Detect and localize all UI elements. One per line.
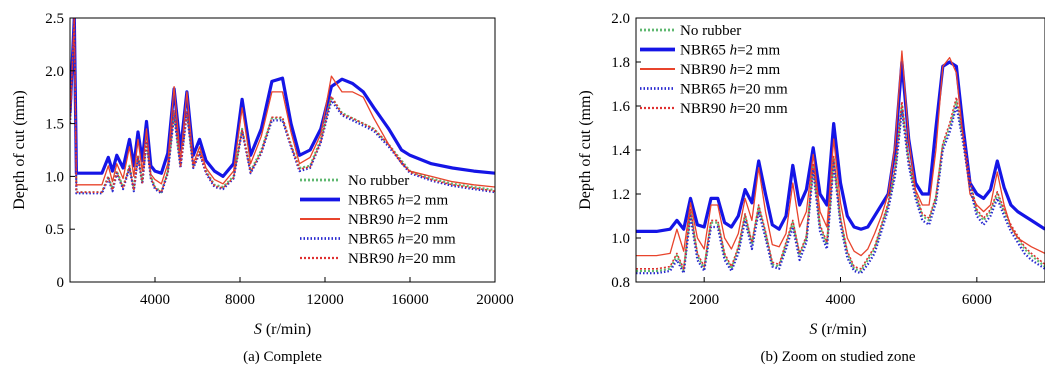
- legend-entry: NBR65 h=20 mm: [680, 82, 788, 98]
- series-group: [636, 50, 1045, 275]
- y-tick-label: 1.2: [611, 187, 630, 203]
- x-tick-label: 16000: [391, 292, 429, 308]
- legend-entry: NBR90 h=2 mm: [680, 62, 780, 78]
- x-tick-label: 4000: [826, 292, 856, 308]
- panel-caption: (a) Complete: [243, 349, 322, 365]
- y-tick-label: 0.8: [611, 275, 630, 291]
- series-line-5: [636, 96, 1045, 270]
- legend: No rubber NBR65 h=2 mm NBR90 h=2 mm NBR65 h…: [300, 173, 456, 267]
- legend-entry: No rubber: [348, 173, 409, 189]
- series-line-2: [70, 18, 495, 178]
- x-tick-label: 6000: [962, 292, 992, 308]
- plot-frame: [69, 17, 496, 283]
- y-tick-label: 2.5: [45, 11, 64, 27]
- x-axis-label: S (r/min): [254, 321, 311, 338]
- x-axis-label: S (r/min): [809, 321, 866, 338]
- y-tick-label: 1.0: [611, 231, 630, 247]
- panel-caption: (b) Zoom on studied zone: [761, 349, 916, 365]
- legend-entry: No rubber: [680, 23, 741, 39]
- chart-panel-zoom: 0.8 1.0 1.2 1.4 1.6 1.8 2.0 2000 4000 6000 S (r/mi…: [577, 11, 1045, 365]
- legend-entry: NBR90 h=20 mm: [348, 251, 456, 267]
- y-tick-label: 1.0: [45, 169, 64, 185]
- y-axis-label: Depth of cut (mm): [11, 90, 28, 210]
- legend-entry: NBR90 h=2 mm: [348, 212, 448, 228]
- y-axis-label: Depth of cut (mm): [577, 90, 594, 210]
- x-tick-label: 20000: [476, 292, 514, 308]
- legend-entry: NBR65 h=2 mm: [348, 193, 448, 209]
- y-tick-label: 1.5: [45, 117, 64, 133]
- legend-entry: NBR65 h=2 mm: [680, 43, 780, 59]
- y-tick-label: 2.0: [611, 11, 630, 27]
- x-tick-label: 4000: [140, 292, 170, 308]
- series-line-4: [636, 104, 1045, 275]
- legend-entry: NBR90 h=20 mm: [680, 101, 788, 117]
- series-line-5: [70, 18, 495, 193]
- legend-entry: NBR65 h=20 mm: [348, 232, 456, 248]
- x-tick-label: 2000: [689, 292, 719, 308]
- series-line-3: [70, 18, 495, 188]
- legend: No rubber NBR65 h=2 mm NBR90 h=2 mm NBR65 h…: [640, 23, 788, 117]
- x-tick-label: 12000: [306, 292, 344, 308]
- y-tick-label: 1.6: [611, 99, 630, 115]
- y-tick-label: 0.5: [45, 222, 64, 238]
- x-tick-label: 8000: [225, 292, 255, 308]
- y-tick-label: 2.0: [45, 64, 64, 80]
- series-group: [70, 18, 495, 195]
- series-line-4: [70, 18, 495, 195]
- series-line-2: [636, 60, 1045, 233]
- y-tick-label: 1.4: [611, 143, 630, 159]
- y-tick-label: 0: [57, 275, 65, 291]
- chart-panel-complete: 0 0.5 1.0 1.5 2.0 2.5 4000 8000 12000 16000 20000 S…: [11, 11, 514, 365]
- y-tick-label: 1.8: [611, 55, 630, 71]
